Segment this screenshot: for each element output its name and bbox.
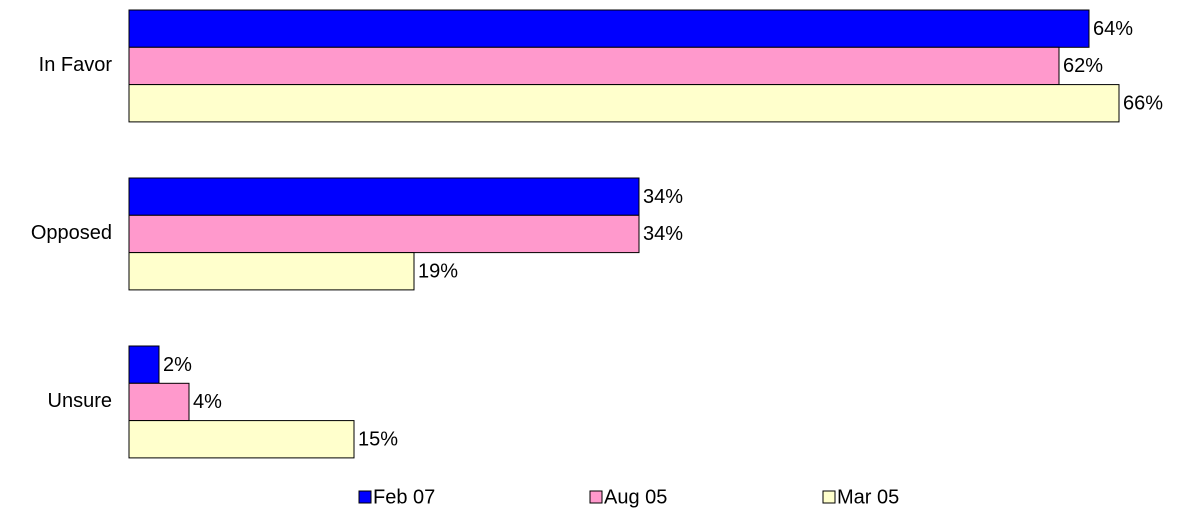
legend-swatch [589,490,603,504]
value-label: 34% [643,186,683,208]
bar [128,84,1120,123]
bar [128,345,160,384]
bar [128,420,355,459]
value-label: 15% [358,429,398,451]
bar [128,382,190,422]
value-label: 2% [163,354,192,376]
value-label: 4% [193,391,222,413]
legend-swatch [358,490,372,504]
bar [128,214,640,254]
category-label: Opposed [31,222,112,244]
legend-swatch [822,490,836,504]
category-label: Unsure [48,390,112,412]
value-label: 64% [1093,18,1133,40]
bar [128,252,415,291]
value-label: 19% [418,261,458,283]
value-label: 62% [1063,55,1103,77]
bar [128,46,1060,86]
bar [128,9,1090,48]
value-label: 34% [643,223,683,245]
category-label: In Favor [39,54,113,76]
legend-label: Feb 07 [373,486,435,508]
legend-label: Aug 05 [604,486,667,508]
legend-label: Mar 05 [837,486,899,508]
bar [128,177,640,216]
value-label: 66% [1123,93,1163,115]
